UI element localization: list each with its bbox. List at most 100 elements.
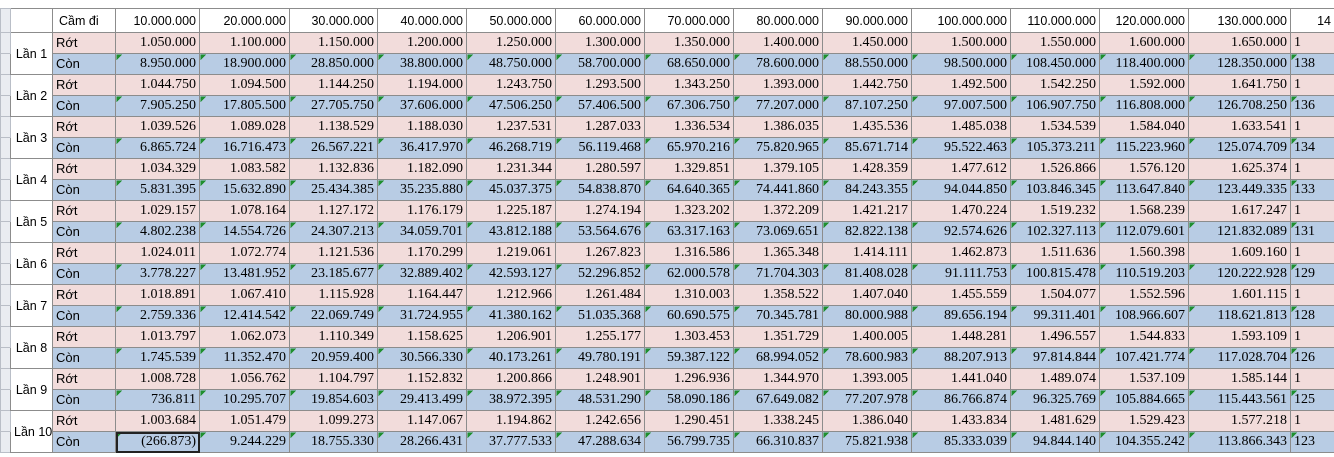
value-cell[interactable]: 1.462.873 <box>911 242 1011 264</box>
value-cell[interactable]: 40.173.261 <box>466 347 556 369</box>
row-label[interactable]: Còn <box>52 431 116 453</box>
value-cell[interactable]: 1.051.479 <box>199 410 290 432</box>
value-cell[interactable]: 88.550.000 <box>822 53 912 75</box>
value-cell[interactable]: 1.338.245 <box>733 410 823 432</box>
value-cell[interactable]: 45.037.375 <box>466 179 556 201</box>
value-cell[interactable]: 2.759.336 <box>115 305 200 327</box>
value-cell[interactable]: 1.147.067 <box>377 410 467 432</box>
value-cell[interactable]: 1.407.040 <box>822 284 912 306</box>
value-cell[interactable]: 98.500.000 <box>911 53 1011 75</box>
value-cell[interactable]: 99.311.401 <box>1010 305 1100 327</box>
row-label[interactable]: Còn <box>52 137 116 159</box>
value-cell[interactable]: 62.000.578 <box>644 263 734 285</box>
value-cell[interactable]: 105.373.211 <box>1010 137 1100 159</box>
value-cell[interactable]: 52.296.852 <box>555 263 645 285</box>
value-cell[interactable]: 82.822.138 <box>822 221 912 243</box>
column-header[interactable]: 120.000.000 <box>1099 8 1189 33</box>
value-cell[interactable]: 1.013.797 <box>115 326 200 348</box>
value-cell[interactable]: 138 <box>1290 53 1334 75</box>
value-cell[interactable]: 1.393.005 <box>822 368 912 390</box>
value-cell[interactable]: 1.034.329 <box>115 158 200 180</box>
row-label[interactable]: Rớt <box>52 326 116 348</box>
value-cell[interactable]: 1.152.832 <box>377 368 467 390</box>
column-header[interactable]: 110.000.000 <box>1010 8 1100 33</box>
value-cell[interactable]: 7.905.250 <box>115 95 200 117</box>
value-cell[interactable]: 108.966.607 <box>1099 305 1189 327</box>
value-cell[interactable]: 125 <box>1290 389 1334 411</box>
value-cell[interactable]: 115.443.561 <box>1188 389 1291 411</box>
value-cell[interactable]: 1.200.000 <box>377 32 467 54</box>
value-cell[interactable]: 47.288.634 <box>555 431 645 453</box>
value-cell[interactable]: 1.072.774 <box>199 242 290 264</box>
value-cell[interactable]: 1.100.000 <box>199 32 290 54</box>
value-cell[interactable]: 1.448.281 <box>911 326 1011 348</box>
value-cell[interactable]: 85.671.714 <box>822 137 912 159</box>
round-label[interactable]: Lần 8 <box>10 326 53 369</box>
value-cell[interactable]: 1.609.160 <box>1188 242 1291 264</box>
value-cell[interactable]: 65.970.216 <box>644 137 734 159</box>
value-cell[interactable]: 117.028.704 <box>1188 347 1291 369</box>
value-cell[interactable]: 47.506.250 <box>466 95 556 117</box>
value-cell[interactable]: 1.450.000 <box>822 32 912 54</box>
round-label[interactable]: Lần 5 <box>10 200 53 243</box>
row-label[interactable]: Còn <box>52 53 116 75</box>
value-cell[interactable]: 131 <box>1290 221 1334 243</box>
value-cell[interactable]: 1.344.970 <box>733 368 823 390</box>
value-cell[interactable]: 81.408.028 <box>822 263 912 285</box>
value-cell[interactable]: 31.724.955 <box>377 305 467 327</box>
column-header[interactable]: 70.000.000 <box>644 8 734 33</box>
value-cell[interactable]: 1.242.656 <box>555 410 645 432</box>
value-cell[interactable]: 68.994.052 <box>733 347 823 369</box>
value-cell[interactable]: 128.350.000 <box>1188 53 1291 75</box>
value-cell[interactable]: 1.485.038 <box>911 116 1011 138</box>
value-cell[interactable]: 74.441.860 <box>733 179 823 201</box>
round-label[interactable]: Lần 3 <box>10 116 53 159</box>
value-cell[interactable]: 85.333.039 <box>911 431 1011 453</box>
value-cell[interactable]: 18.900.000 <box>199 53 290 75</box>
value-cell[interactable]: 1.393.000 <box>733 74 823 96</box>
value-cell[interactable]: 1 <box>1290 32 1334 54</box>
value-cell[interactable]: 30.566.330 <box>377 347 467 369</box>
value-cell[interactable]: 1 <box>1290 200 1334 222</box>
value-cell[interactable]: 37.606.000 <box>377 95 467 117</box>
column-header[interactable]: 40.000.000 <box>377 8 467 33</box>
value-cell[interactable]: 1.110.349 <box>289 326 378 348</box>
row-label[interactable]: Rớt <box>52 116 116 138</box>
value-cell[interactable]: 1 <box>1290 158 1334 180</box>
value-cell[interactable]: 38.800.000 <box>377 53 467 75</box>
value-cell[interactable]: 63.317.163 <box>644 221 734 243</box>
value-cell[interactable]: 29.413.499 <box>377 389 467 411</box>
value-cell[interactable]: 1.225.187 <box>466 200 556 222</box>
value-cell[interactable]: 1.212.966 <box>466 284 556 306</box>
value-cell[interactable]: 736.811 <box>115 389 200 411</box>
round-label[interactable]: Lần 4 <box>10 158 53 201</box>
row-label[interactable]: Rớt <box>52 32 116 54</box>
value-cell[interactable]: 91.111.753 <box>911 263 1011 285</box>
value-cell[interactable]: 1.250.000 <box>466 32 556 54</box>
value-cell[interactable]: 96.325.769 <box>1010 389 1100 411</box>
value-cell[interactable]: 1.231.344 <box>466 158 556 180</box>
column-header[interactable]: 80.000.000 <box>733 8 823 33</box>
value-cell[interactable]: 1.206.901 <box>466 326 556 348</box>
value-cell[interactable]: 1.421.217 <box>822 200 912 222</box>
value-cell[interactable]: 1.044.750 <box>115 74 200 96</box>
value-cell[interactable]: 86.766.874 <box>911 389 1011 411</box>
value-cell[interactable]: 20.959.400 <box>289 347 378 369</box>
value-cell[interactable]: 11.352.470 <box>199 347 290 369</box>
value-cell[interactable]: 18.755.330 <box>289 431 378 453</box>
value-cell[interactable]: 1.336.534 <box>644 116 734 138</box>
value-cell[interactable]: 70.345.781 <box>733 305 823 327</box>
value-cell[interactable]: 67.306.750 <box>644 95 734 117</box>
value-cell[interactable]: 123.449.335 <box>1188 179 1291 201</box>
corner-label[interactable]: Cầm đi <box>52 8 116 33</box>
value-cell[interactable]: 27.705.750 <box>289 95 378 117</box>
value-cell[interactable]: 1.176.179 <box>377 200 467 222</box>
value-cell[interactable]: 1.489.074 <box>1010 368 1100 390</box>
value-cell[interactable]: 1.083.582 <box>199 158 290 180</box>
round-label[interactable]: Lần 6 <box>10 242 53 285</box>
value-cell[interactable]: 97.814.844 <box>1010 347 1100 369</box>
value-cell[interactable]: 71.704.303 <box>733 263 823 285</box>
column-header[interactable]: 100.000.000 <box>911 8 1011 33</box>
value-cell[interactable]: 1.280.597 <box>555 158 645 180</box>
value-cell[interactable]: 1.300.000 <box>555 32 645 54</box>
